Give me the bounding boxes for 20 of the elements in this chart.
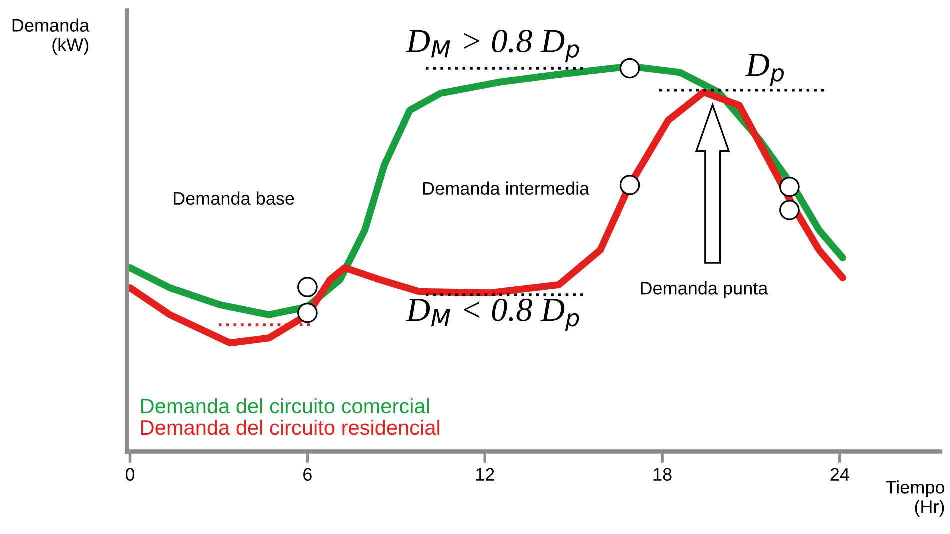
x-tick-label: 6 <box>304 468 312 481</box>
y-axis-title: Demanda (kW) <box>12 18 90 55</box>
annotation: D$_{p}$ <box>745 54 784 86</box>
x-axis-title: Tiempo (Hr) <box>886 480 944 517</box>
point <box>620 58 640 79</box>
x-tick-label: 0 <box>126 468 135 481</box>
x-tick-label: 24 <box>830 468 850 481</box>
point <box>298 302 318 324</box>
text: Demanda del circuito comercial <box>142 398 430 414</box>
x-tick-label: 18 <box>654 468 672 481</box>
point <box>620 175 640 196</box>
point <box>780 176 800 198</box>
annotation: Demanda punta <box>641 282 768 298</box>
point <box>780 200 800 220</box>
text: Demanda del circuito residencial <box>142 420 440 436</box>
annotation: D$_{M}$ < 0.8 D$_{p}$ <box>406 298 580 332</box>
text: D$_{M}$ > 0.8 D$_{p}$ <box>406 30 580 63</box>
annotation: Demanda intermedia <box>423 182 590 196</box>
x-tick-label: 12 <box>476 468 494 481</box>
annotation: Demanda base <box>174 192 294 206</box>
